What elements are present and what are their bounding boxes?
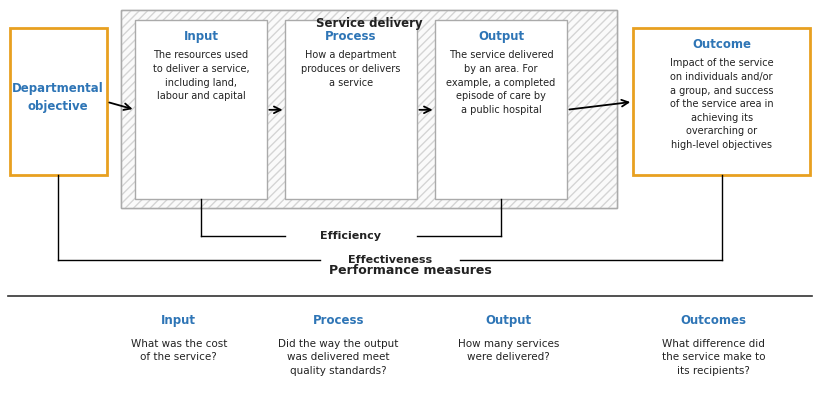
Bar bbox=[121, 10, 617, 208]
Bar bbox=[121, 10, 617, 208]
Text: Effectiveness: Effectiveness bbox=[347, 255, 432, 265]
Text: Output: Output bbox=[485, 314, 531, 327]
Text: The resources used
to deliver a service,
including land,
labour and capital: The resources used to deliver a service,… bbox=[152, 50, 249, 101]
Text: What was the cost
of the service?: What was the cost of the service? bbox=[130, 339, 227, 362]
Text: Input: Input bbox=[183, 30, 218, 43]
Text: Service delivery: Service delivery bbox=[315, 17, 423, 30]
Text: The service delivered
by an area. For
example, a completed
episode of care by
a : The service delivered by an area. For ex… bbox=[446, 50, 555, 115]
Text: Outcomes: Outcomes bbox=[680, 314, 745, 327]
Text: Process: Process bbox=[313, 314, 364, 327]
Text: Output: Output bbox=[477, 30, 523, 43]
Bar bbox=[632, 28, 809, 175]
Text: How a department
produces or delivers
a service: How a department produces or delivers a … bbox=[301, 50, 400, 87]
Text: What difference did
the service make to
its recipients?: What difference did the service make to … bbox=[661, 339, 764, 376]
Text: Departmental
objective: Departmental objective bbox=[12, 82, 104, 113]
Text: Impact of the service
on individuals and/or
a group, and success
of the service : Impact of the service on individuals and… bbox=[669, 58, 772, 150]
Text: Did the way the output
was delivered meet
quality standards?: Did the way the output was delivered mee… bbox=[278, 339, 398, 376]
Text: Efficiency: Efficiency bbox=[320, 231, 381, 241]
Bar bbox=[435, 20, 566, 199]
Text: How many services
were delivered?: How many services were delivered? bbox=[457, 339, 559, 362]
Text: Outcome: Outcome bbox=[691, 38, 750, 51]
Bar bbox=[135, 20, 266, 199]
Bar bbox=[285, 20, 416, 199]
Text: Input: Input bbox=[161, 314, 196, 327]
Bar bbox=[10, 28, 106, 175]
Text: Process: Process bbox=[325, 30, 376, 43]
Text: Performance measures: Performance measures bbox=[328, 264, 491, 276]
